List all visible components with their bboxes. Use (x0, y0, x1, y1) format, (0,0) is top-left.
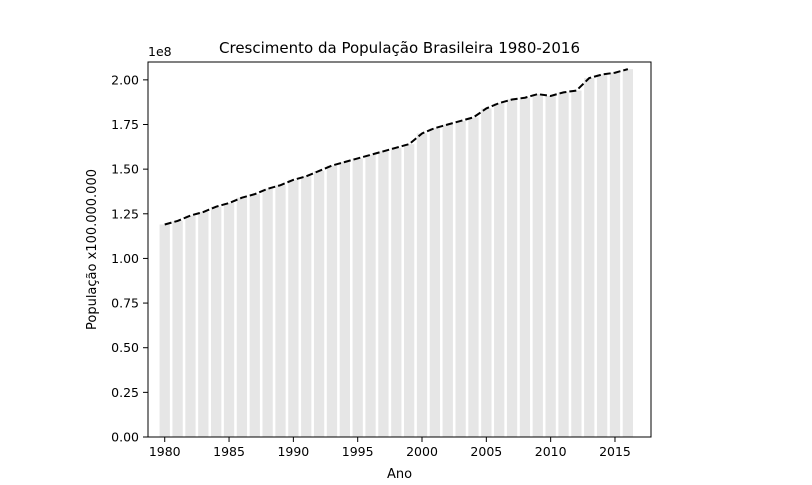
x-tick-label: 2015 (599, 444, 631, 459)
bar-1986 (236, 197, 248, 437)
bar-2011 (558, 92, 569, 437)
bar-1988 (262, 188, 273, 437)
x-tick-label: 1985 (213, 444, 245, 459)
bar-2008 (519, 97, 531, 437)
bar-1980 (159, 224, 170, 437)
bar-1981 (172, 220, 183, 437)
bar-1991 (301, 176, 312, 438)
bar-2006 (494, 103, 505, 438)
bar-1998 (391, 147, 402, 437)
bar-1995 (352, 158, 363, 437)
bar-2004 (468, 117, 479, 437)
y-tick-label: 2.00 (111, 72, 139, 87)
bar-2016 (622, 69, 633, 438)
bar-2005 (481, 108, 492, 437)
bar-2009 (532, 94, 543, 438)
y-tick-label: 1.75 (111, 117, 139, 132)
bar-2003 (455, 120, 466, 437)
y-tick-label: 1.50 (111, 162, 139, 177)
bar-1990 (288, 179, 299, 437)
population-line (164, 68, 629, 226)
y-tick-label: 1.00 (111, 251, 139, 266)
bar-1994 (339, 162, 350, 437)
bar-2002 (442, 124, 453, 437)
y-axis-label: População x100.000.000 (85, 169, 100, 330)
bar-1997 (378, 151, 389, 438)
bar-1992 (313, 170, 325, 437)
bars-layer (159, 69, 633, 438)
plot-frame (147, 61, 652, 438)
x-tick-label: 2000 (406, 444, 438, 459)
bar-2015 (609, 72, 621, 437)
x-axis-label: Ano (387, 467, 412, 482)
bar-2000 (416, 133, 428, 437)
bar-2014 (596, 74, 608, 437)
bar-1993 (326, 165, 338, 438)
y-tick-label: 0.50 (111, 340, 139, 355)
bar-2012 (571, 90, 582, 438)
y-axis-offset-label: 1e8 (148, 44, 172, 59)
bar-2007 (506, 99, 518, 437)
x-tick-label: 1995 (342, 444, 374, 459)
bar-1983 (198, 212, 209, 437)
bar-2001 (429, 128, 441, 438)
bar-2010 (545, 95, 556, 437)
bar-1985 (223, 203, 235, 437)
bar-1996 (365, 154, 376, 437)
chart-title: Crescimento da População Brasileira 1980… (219, 39, 580, 57)
bar-2013 (584, 78, 595, 438)
bar-1989 (275, 185, 286, 437)
y-axis: 0.00 0.25 0.50 0.75 1.00 1.25 1.50 1.75 2.00 (111, 72, 148, 445)
bar-1999 (404, 144, 415, 437)
bar-1984 (211, 206, 222, 437)
x-tick-label: 2010 (535, 444, 567, 459)
x-axis: 1980 1985 1990 1995 2000 2005 2010 2015 (149, 437, 631, 459)
y-tick-label: 1.25 (111, 206, 139, 221)
y-tick-label: 0.75 (111, 296, 139, 311)
bar-1987 (249, 194, 260, 437)
y-tick-label: 0.00 (111, 430, 139, 445)
x-tick-label: 1980 (149, 444, 181, 459)
bar-1982 (185, 215, 196, 437)
x-tick-label: 2005 (470, 444, 502, 459)
x-tick-label: 1990 (277, 444, 309, 459)
y-tick-label: 0.25 (111, 385, 139, 400)
